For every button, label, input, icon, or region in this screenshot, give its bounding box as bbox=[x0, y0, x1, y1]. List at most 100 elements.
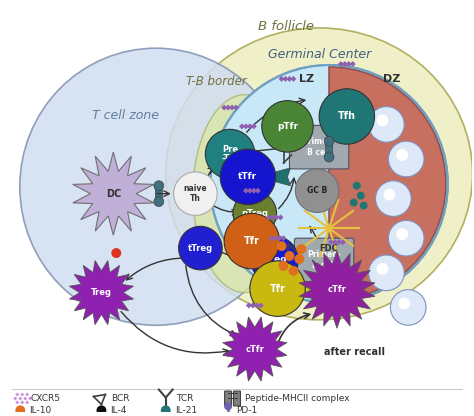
Text: Tfh: Tfh bbox=[338, 111, 356, 121]
Polygon shape bbox=[338, 61, 344, 67]
Polygon shape bbox=[275, 168, 291, 186]
Text: BCR: BCR bbox=[111, 394, 130, 403]
FancyBboxPatch shape bbox=[155, 185, 162, 202]
Polygon shape bbox=[225, 104, 231, 111]
Circle shape bbox=[15, 406, 25, 415]
Polygon shape bbox=[258, 302, 264, 308]
Circle shape bbox=[388, 141, 424, 177]
Text: Primed-
B cell: Primed- B cell bbox=[302, 137, 336, 157]
Circle shape bbox=[369, 106, 404, 142]
Polygon shape bbox=[20, 401, 24, 404]
Polygon shape bbox=[243, 188, 249, 194]
Text: GC B: GC B bbox=[307, 186, 327, 195]
Circle shape bbox=[369, 255, 404, 291]
Polygon shape bbox=[247, 188, 253, 194]
Text: DZ: DZ bbox=[383, 74, 401, 84]
Text: LZ: LZ bbox=[300, 74, 314, 84]
Circle shape bbox=[324, 136, 334, 146]
FancyBboxPatch shape bbox=[234, 391, 240, 406]
Circle shape bbox=[350, 198, 358, 206]
Polygon shape bbox=[255, 188, 261, 194]
Text: pTreg: pTreg bbox=[241, 209, 268, 218]
Polygon shape bbox=[281, 235, 286, 241]
Circle shape bbox=[250, 261, 305, 316]
Polygon shape bbox=[346, 61, 352, 67]
Polygon shape bbox=[350, 61, 356, 67]
Circle shape bbox=[111, 248, 121, 258]
Circle shape bbox=[375, 181, 411, 216]
Polygon shape bbox=[221, 104, 227, 111]
Circle shape bbox=[205, 129, 255, 179]
Polygon shape bbox=[20, 393, 24, 396]
Polygon shape bbox=[246, 302, 252, 308]
Polygon shape bbox=[277, 235, 283, 241]
Text: Peptide-MHCII complex: Peptide-MHCII complex bbox=[245, 394, 349, 403]
Circle shape bbox=[161, 406, 171, 415]
Circle shape bbox=[357, 192, 365, 200]
Circle shape bbox=[294, 254, 304, 264]
Circle shape bbox=[319, 89, 374, 144]
Text: TCR: TCR bbox=[176, 394, 193, 403]
Polygon shape bbox=[229, 104, 235, 111]
Text: T cell zone: T cell zone bbox=[91, 109, 158, 122]
Text: B follicle: B follicle bbox=[258, 20, 314, 33]
Polygon shape bbox=[286, 76, 292, 82]
Text: pTfr: pTfr bbox=[277, 122, 298, 131]
Text: tTreg: tTreg bbox=[188, 244, 213, 253]
Circle shape bbox=[396, 228, 408, 240]
Circle shape bbox=[224, 402, 232, 410]
Polygon shape bbox=[233, 104, 239, 111]
Polygon shape bbox=[247, 124, 253, 129]
Polygon shape bbox=[15, 401, 19, 404]
Polygon shape bbox=[25, 393, 29, 396]
Text: naive
Th: naive Th bbox=[183, 184, 207, 203]
Polygon shape bbox=[278, 214, 283, 220]
Polygon shape bbox=[299, 251, 375, 328]
Polygon shape bbox=[291, 76, 296, 82]
Polygon shape bbox=[251, 124, 257, 129]
Circle shape bbox=[251, 236, 298, 284]
Polygon shape bbox=[305, 280, 320, 297]
Polygon shape bbox=[254, 302, 260, 308]
Circle shape bbox=[233, 192, 277, 235]
Polygon shape bbox=[250, 302, 256, 308]
Text: FDC: FDC bbox=[319, 244, 338, 253]
Polygon shape bbox=[223, 317, 287, 381]
Text: after recall: after recall bbox=[324, 347, 385, 357]
Text: IL-4: IL-4 bbox=[110, 406, 127, 415]
Polygon shape bbox=[270, 214, 275, 220]
Text: PD-1: PD-1 bbox=[236, 406, 257, 415]
Text: Treg: Treg bbox=[91, 288, 112, 297]
Circle shape bbox=[295, 169, 339, 213]
Circle shape bbox=[398, 297, 410, 310]
Ellipse shape bbox=[20, 48, 292, 325]
Polygon shape bbox=[243, 124, 249, 129]
Polygon shape bbox=[73, 152, 154, 235]
Ellipse shape bbox=[166, 28, 473, 320]
Polygon shape bbox=[28, 396, 32, 401]
Text: tTreg: tTreg bbox=[261, 255, 288, 265]
Text: DC: DC bbox=[106, 188, 121, 199]
FancyBboxPatch shape bbox=[302, 252, 309, 268]
Circle shape bbox=[301, 263, 310, 273]
FancyBboxPatch shape bbox=[290, 125, 349, 169]
Polygon shape bbox=[283, 76, 289, 82]
Circle shape bbox=[296, 244, 306, 254]
Circle shape bbox=[179, 226, 222, 270]
FancyBboxPatch shape bbox=[225, 391, 232, 406]
Polygon shape bbox=[25, 401, 29, 404]
Circle shape bbox=[388, 220, 424, 256]
Circle shape bbox=[262, 101, 313, 152]
Text: cTfr: cTfr bbox=[328, 285, 346, 294]
Polygon shape bbox=[13, 396, 18, 401]
Text: IL-10: IL-10 bbox=[29, 406, 52, 415]
Text: Primed-
B cell: Primed- B cell bbox=[307, 250, 341, 270]
Text: Tfr: Tfr bbox=[244, 236, 260, 246]
Text: Germinal Center: Germinal Center bbox=[268, 48, 371, 61]
Polygon shape bbox=[23, 396, 27, 401]
Circle shape bbox=[173, 172, 217, 215]
FancyBboxPatch shape bbox=[294, 238, 354, 282]
Polygon shape bbox=[279, 76, 284, 82]
Ellipse shape bbox=[193, 95, 297, 292]
Circle shape bbox=[301, 247, 310, 257]
